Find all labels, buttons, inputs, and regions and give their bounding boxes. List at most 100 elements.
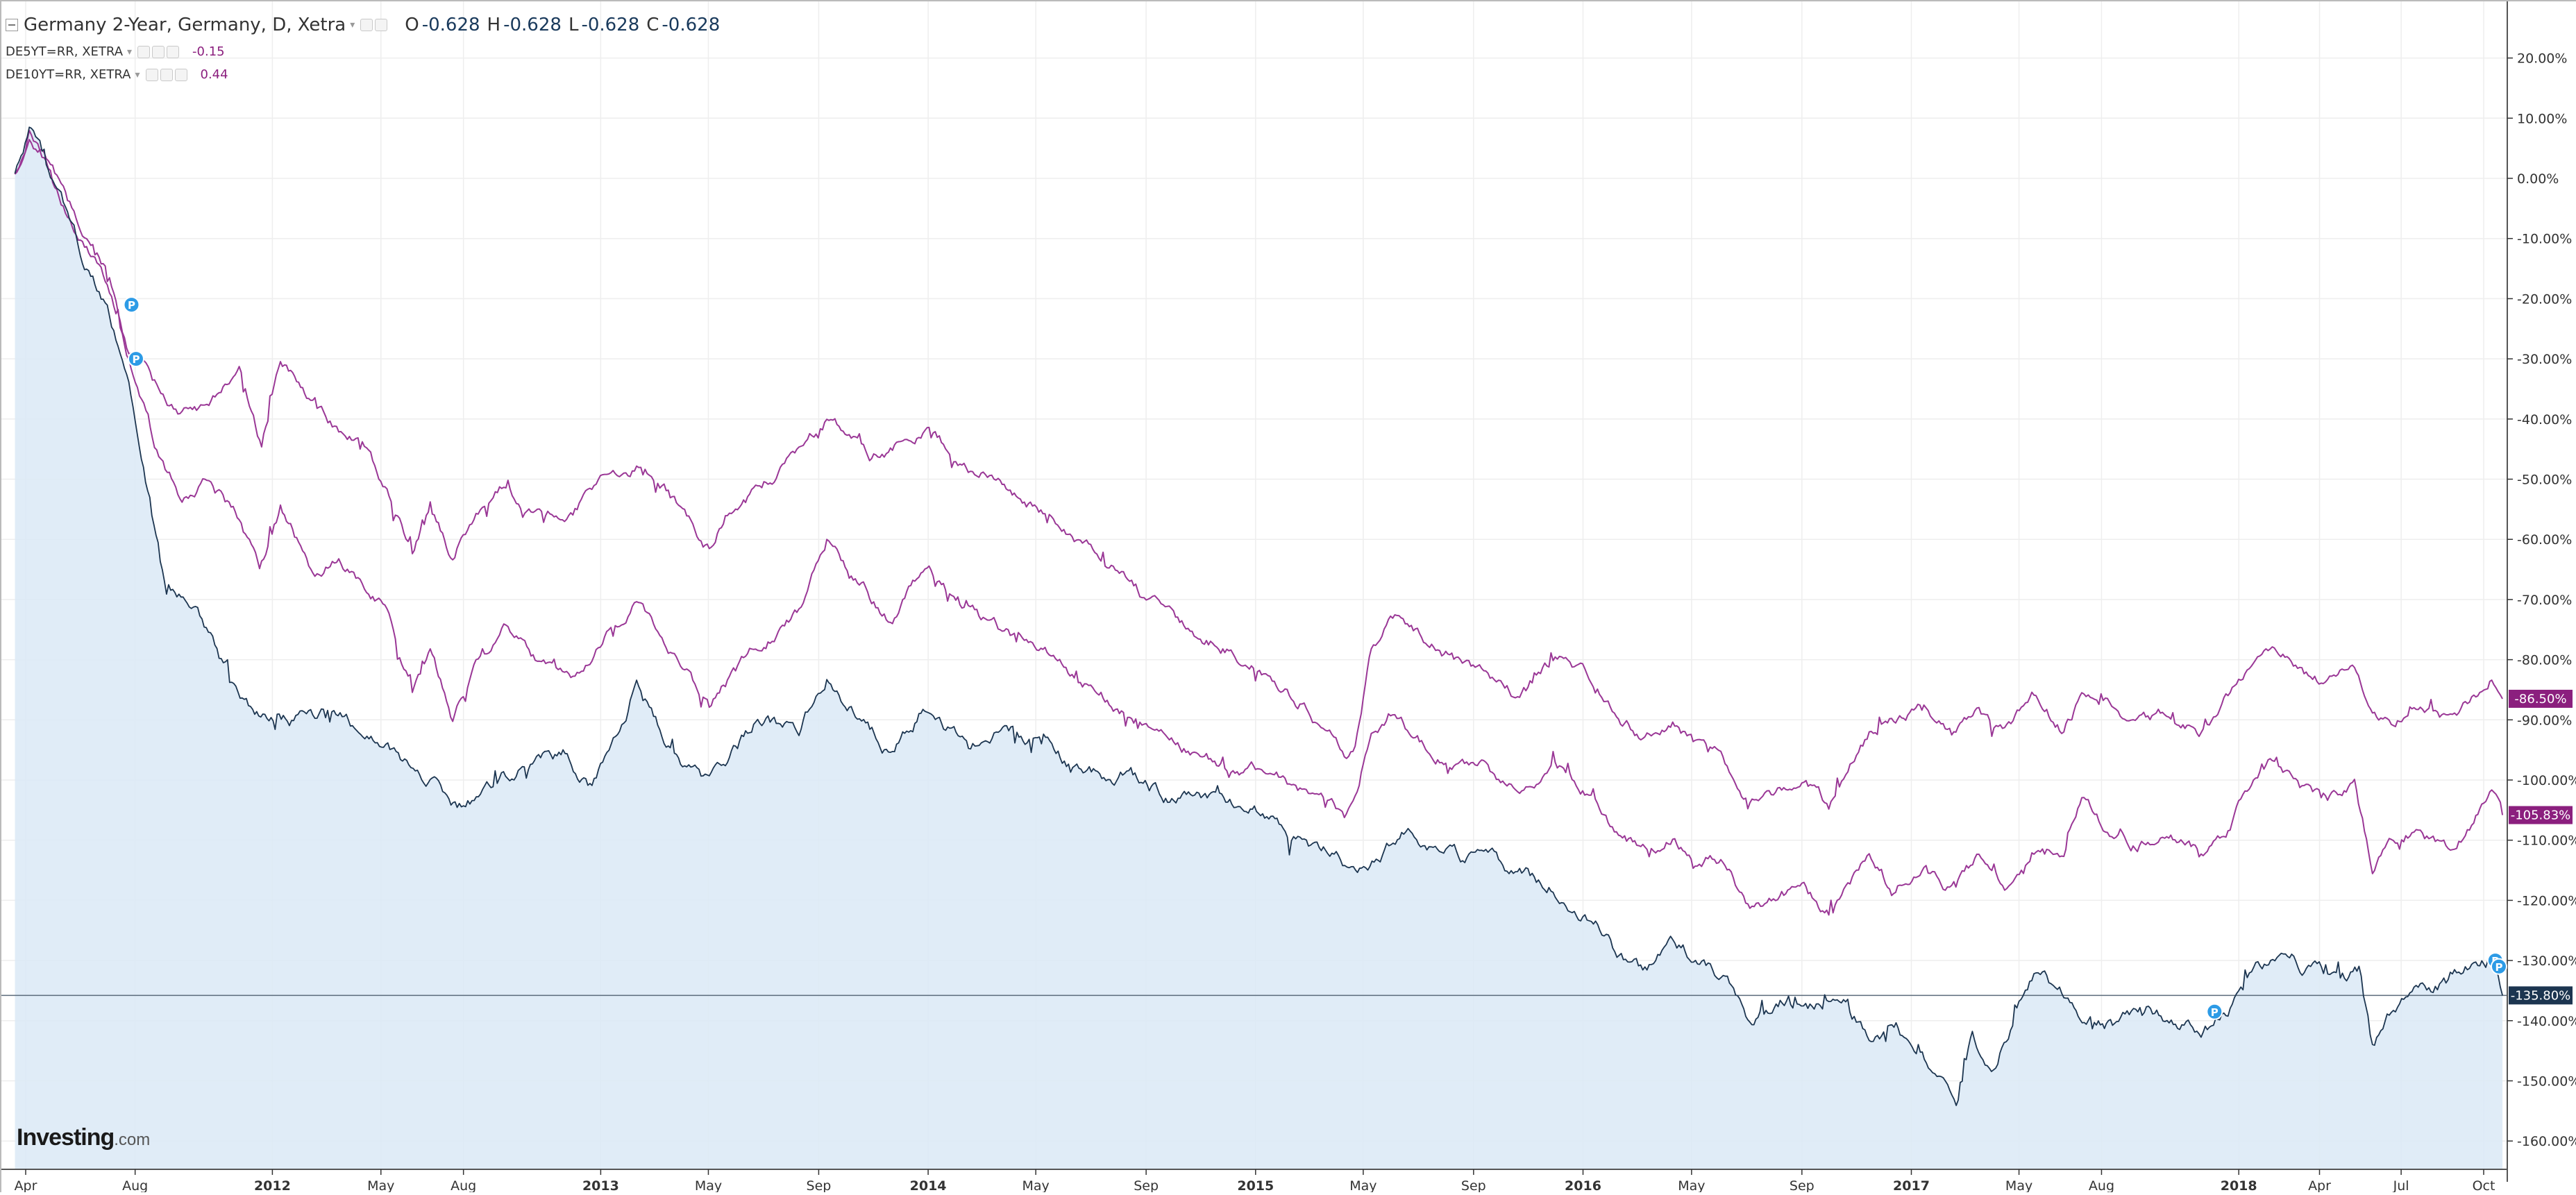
x-tick-label: May [695,1178,722,1192]
y-tick-label: -120.00% [2517,893,2576,908]
x-tick-label: Apr [15,1178,37,1192]
legend-series-label: DE5YT=RR, XETRA [6,44,124,59]
x-tick-label: May [1022,1178,1050,1192]
chevron-down-icon[interactable]: ▾ [127,46,133,58]
series-line [14,139,2503,810]
series-area [15,127,2503,1169]
visibility-icon[interactable] [375,19,388,31]
last-value-tag [2509,689,2573,708]
y-tick-label: -160.00% [2517,1134,2576,1149]
legend-open-value: -0.628 [421,15,480,35]
y-tick-label: -70.00% [2517,593,2572,608]
event-marker [127,350,144,368]
series-line [14,126,2503,1106]
y-tick-label: -50.00% [2517,473,2572,488]
legend-open-label: O [405,15,419,35]
settings-icon[interactable] [360,19,373,31]
collapse-icon[interactable] [6,19,18,31]
legend-close-label: C [646,15,659,35]
last-value-labels: -86.50% -105.83% -135.80% [2509,689,2573,1005]
visibility-icon[interactable] [152,45,165,58]
x-tick-label: May [2005,1178,2032,1192]
area-fill [15,127,2503,1169]
y-tick-label: -90.00% [2517,713,2572,728]
investing-logo[interactable]: Investing.com [17,1124,150,1151]
y-tick-label: -150.00% [2517,1074,2576,1090]
x-tick-label: Oct [2473,1178,2495,1192]
x-tick-label: Sep [807,1178,832,1192]
event-marker-label: P [132,353,140,366]
chevron-down-icon[interactable]: ▾ [135,69,140,80]
legend-low-label: L [568,15,579,35]
x-tick-label: May [1678,1178,1705,1192]
legend-close-value: -0.628 [662,15,721,35]
y-tick-label: -10.00% [2517,232,2572,247]
legend-series-value: -0.15 [192,44,225,59]
x-tick-label: Sep [1134,1178,1159,1192]
legend: Germany 2-Year, Germany, D, Xetra ▾ O -0… [6,10,720,86]
settings-icon[interactable] [137,45,151,58]
legend-low-value: -0.628 [581,15,640,35]
visibility-icon[interactable] [160,68,173,81]
x-tick-label: 2012 [254,1178,291,1192]
legend-main-controls [360,19,389,31]
x-tick-label: 2018 [2221,1178,2257,1192]
y-tick-label: -100.00% [2517,773,2576,788]
y-tick-label: 20.00% [2517,51,2567,67]
event-marker-label: P [2495,961,2502,974]
event-marker [2490,958,2507,975]
x-tick-label: 2017 [1893,1178,1930,1192]
x-tick-label: Sep [1461,1178,1486,1192]
y-tick-label: -80.00% [2517,653,2572,668]
y-tick-label: -110.00% [2517,833,2576,849]
legend-series-label: DE10YT=RR, XETRA [6,67,131,82]
y-tick-label: -30.00% [2517,352,2572,367]
settings-icon[interactable] [145,68,158,81]
legend-series-row: DE10YT=RR, XETRA ▾ 0.44 [6,63,720,86]
chevron-down-icon[interactable]: ▾ [350,19,355,31]
close-icon[interactable] [167,45,180,58]
x-tick-label: Aug [451,1178,476,1192]
event-marker-label: P [2211,1006,2219,1019]
x-tick-label: Aug [2089,1178,2114,1192]
close-icon[interactable] [174,68,187,81]
y-tick-label: -60.00% [2517,532,2572,548]
y-tick-label: 0.00% [2517,171,2559,187]
legend-series-controls [145,68,190,81]
y-tick-label: -130.00% [2517,954,2576,969]
legend-high-label: H [487,15,501,35]
logo-suffix: .com [114,1130,151,1149]
x-tick-label: May [367,1178,394,1192]
last-value-tag [2509,986,2573,1005]
last-value-label: -135.80% [2511,988,2571,1003]
event-marker [2206,1003,2223,1020]
x-axis-ticks: Apr Aug 2012 May Aug 2013 May Sep 2014 May Sep 2015… [15,1169,2495,1194]
y-tick-label: -40.00% [2517,412,2572,427]
x-tick-label: Aug [122,1178,148,1192]
y-tick-label: 10.00% [2517,111,2567,126]
series-line [14,129,2504,916]
legend-series-row: DE5YT=RR, XETRA ▾ -0.15 [6,40,720,63]
event-marker [123,296,140,314]
event-marker-label: P [128,299,135,312]
event-markers: PPPPP [123,296,2507,1020]
logo-brand: Investing [17,1124,115,1151]
x-tick-label: Sep [1790,1178,1815,1192]
series-lines [14,126,2504,1106]
x-tick-label: May [1349,1178,1377,1192]
x-tick-label: Jul [2393,1178,2409,1192]
y-axis-ticks: 20.00% 10.00% 0.00% -10.00% -20.00% -30.00% -4… [2507,51,2576,1149]
x-tick-label: 2013 [582,1178,619,1192]
x-tick-label: 2015 [1237,1178,1274,1192]
legend-series-controls [137,45,181,58]
y-tick-label: -20.00% [2517,291,2572,307]
x-tick-label: 2016 [1565,1178,1601,1192]
legend-high-value: -0.628 [503,15,562,35]
legend-series-value: 0.44 [200,67,228,82]
last-value-label: -86.50% [2514,692,2566,706]
x-tick-label: 2014 [910,1178,947,1192]
legend-main-row: Germany 2-Year, Germany, D, Xetra ▾ O -0… [6,10,720,40]
